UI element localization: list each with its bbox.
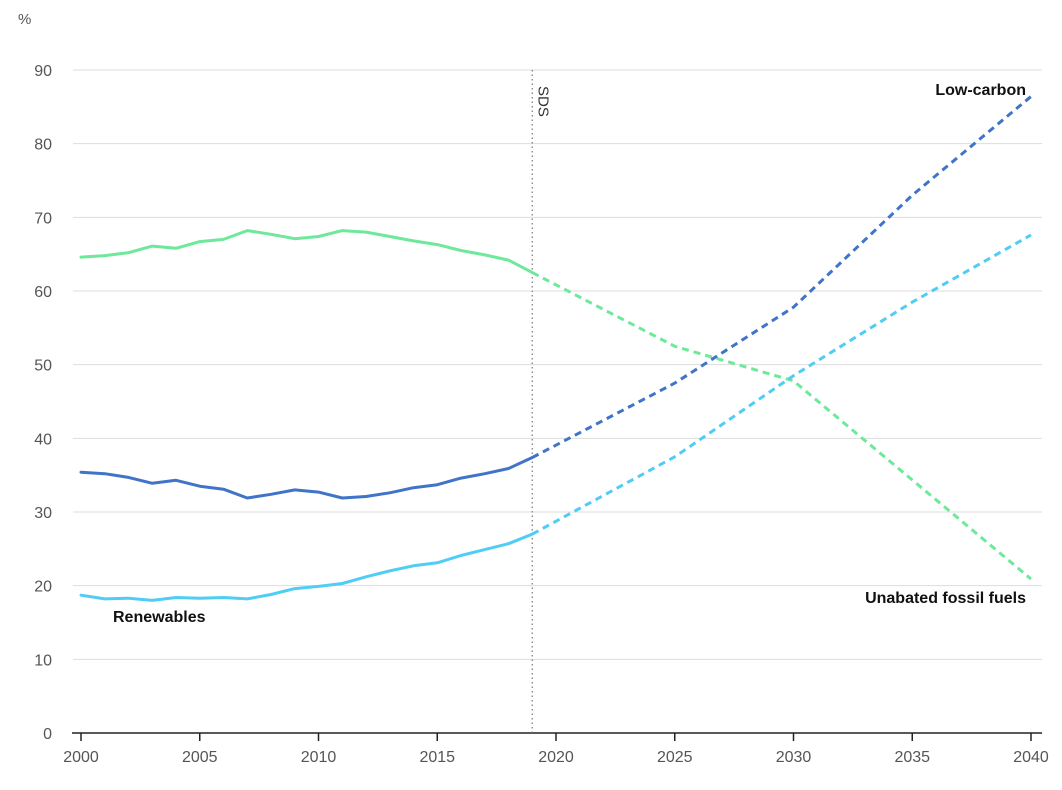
x-axis: 2000 2005 2010 2015 2020 2025 2030 2035 2040 — [63, 732, 1049, 766]
y-tick-label: 40 — [34, 431, 52, 448]
x-tick-label: 2005 — [182, 749, 218, 766]
y-axis-unit-label: % — [18, 11, 31, 28]
unabated-fossil-fuels-label: Unabated fossil fuels — [865, 590, 1026, 607]
y-axis-ticks: 0 10 20 30 40 50 60 70 80 90 — [34, 63, 52, 743]
y-tick-label: 30 — [34, 505, 52, 522]
low-carbon-historical-line — [79, 456, 534, 500]
scenario-marker-label: SDS — [534, 86, 551, 117]
renewables-label: Renewables — [113, 609, 206, 626]
renewables-projected-line — [531, 233, 1032, 536]
low-carbon-label: Low-carbon — [935, 82, 1026, 99]
x-tick-label: 2035 — [894, 749, 930, 766]
x-tick-label: 2000 — [63, 749, 99, 766]
x-tick-label: 2020 — [538, 749, 574, 766]
series-lines — [79, 95, 1032, 602]
gridlines — [73, 69, 1042, 660]
x-tick-label: 2040 — [1013, 749, 1049, 766]
x-tick-label: 2010 — [301, 749, 337, 766]
x-tick-label: 2025 — [657, 749, 693, 766]
y-tick-label: 10 — [34, 652, 52, 669]
y-tick-label: 90 — [34, 63, 52, 80]
y-tick-label: 80 — [34, 137, 52, 154]
y-tick-label: 50 — [34, 358, 52, 375]
renewables-historical-line — [79, 532, 534, 602]
y-tick-label: 20 — [34, 579, 52, 596]
y-tick-label: 70 — [34, 210, 52, 227]
unabated-fossil-fuels-historical-line — [79, 229, 534, 275]
series-labels: Unabated fossil fuels Low-carbon Renewable… — [113, 82, 1026, 626]
x-tick-label: 2030 — [776, 749, 812, 766]
y-tick-label: 60 — [34, 284, 52, 301]
low-carbon-projected-line — [531, 95, 1032, 459]
scenario-marker: SDS — [531, 70, 551, 733]
unabated-fossil-fuels-projected-line — [531, 271, 1032, 581]
y-tick-label: 0 — [43, 726, 52, 743]
x-tick-label: 2015 — [419, 749, 455, 766]
